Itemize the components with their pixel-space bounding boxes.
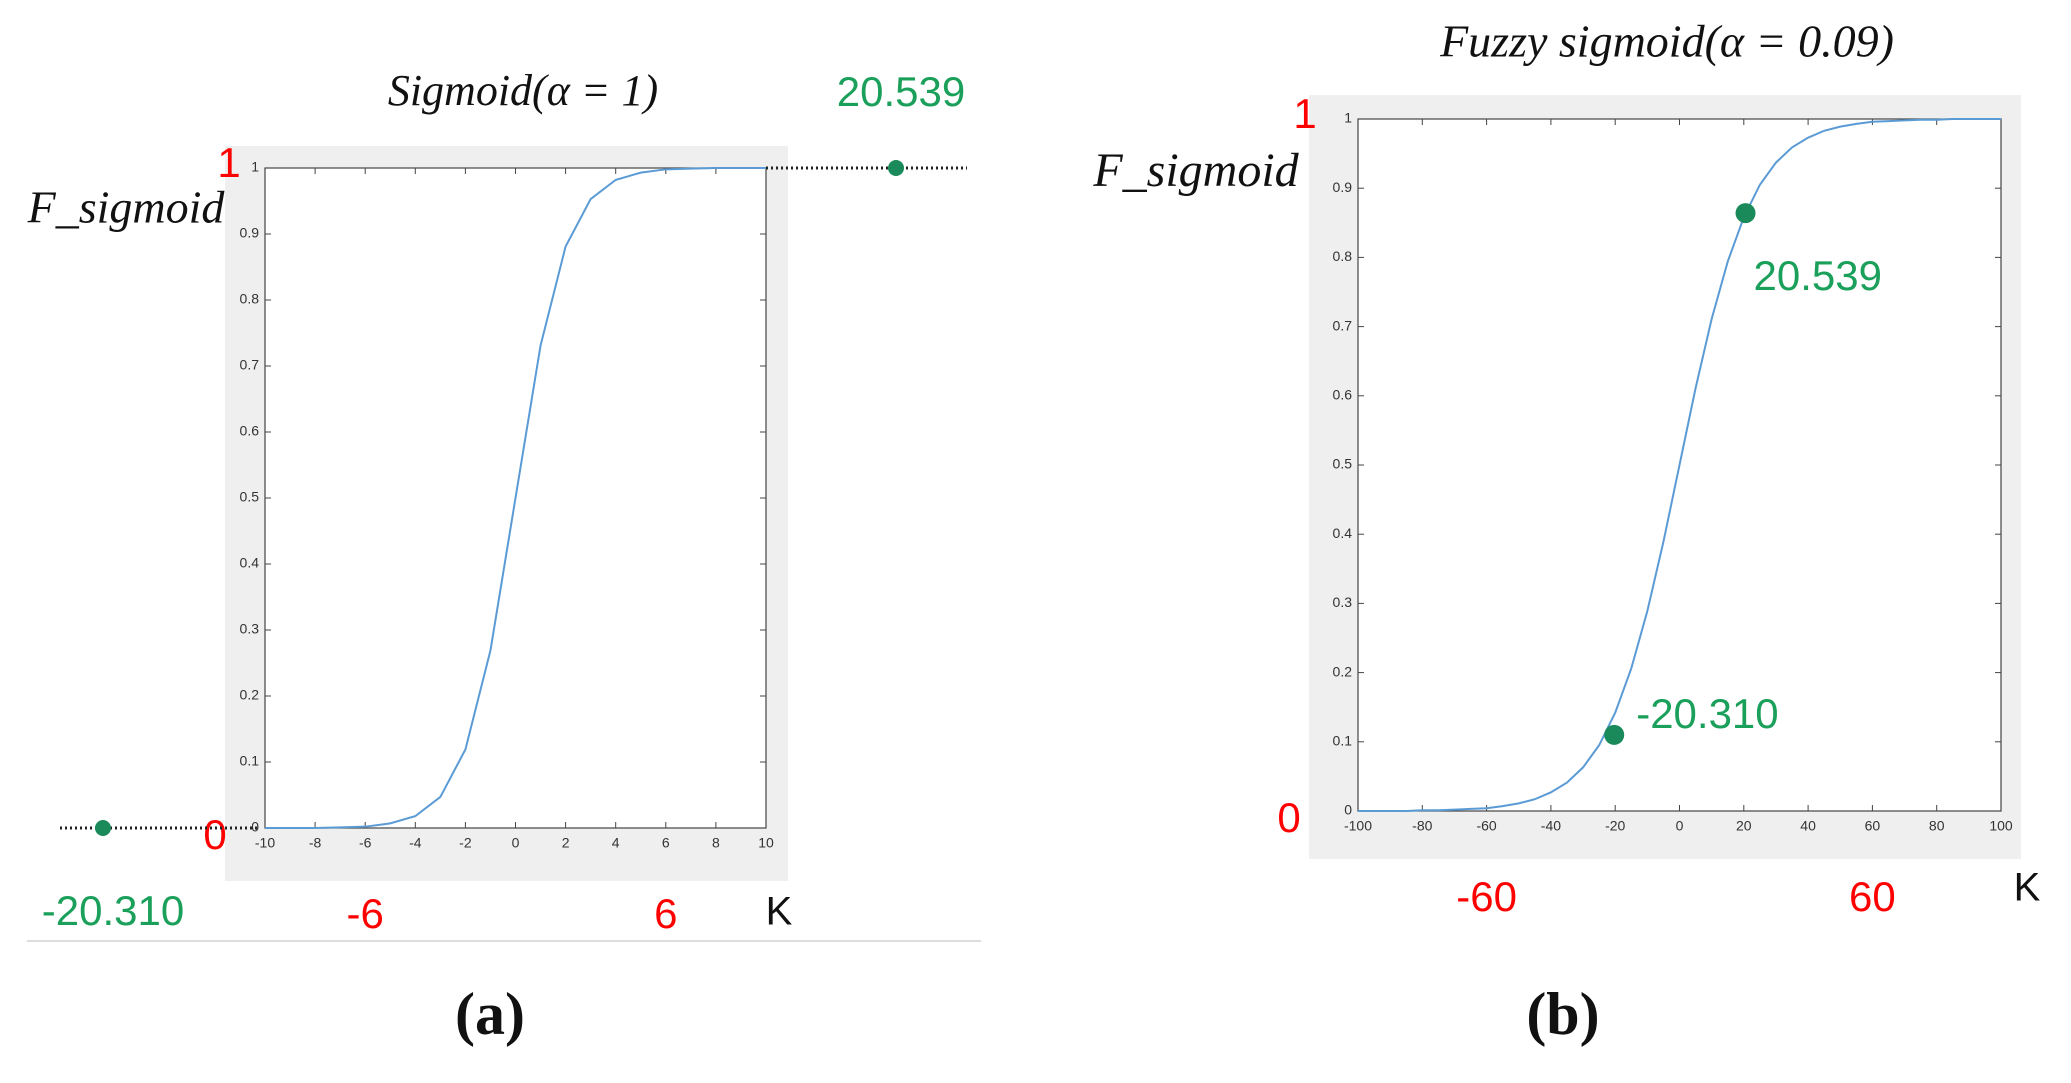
- x-tick-label: 4: [612, 835, 620, 851]
- y-tick-label: 0.9: [1333, 179, 1353, 195]
- y-axis-label: F_sigmoid: [27, 182, 226, 233]
- y-tick-label: 0.1: [240, 753, 260, 769]
- x-tick-label: 0: [1676, 818, 1684, 834]
- x-tick-label: 60: [1865, 818, 1881, 834]
- y-tick-label: 1: [1344, 110, 1352, 126]
- y-mark-label: 1: [217, 139, 240, 186]
- chart-title: Fuzzy sigmoid(α = 0.09): [1439, 16, 1894, 67]
- x-tick-label: -80: [1412, 818, 1432, 834]
- x-tick-label: 6: [662, 835, 670, 851]
- y-tick-label: 0.5: [240, 489, 260, 505]
- curve: [265, 167, 766, 829]
- y-tick-label: 0.2: [1333, 663, 1353, 679]
- y-mark-label: 0: [203, 811, 226, 858]
- x-tick-label: 0: [512, 835, 520, 851]
- x-tick-label: 8: [712, 835, 720, 851]
- point-label: -20.310: [42, 887, 184, 934]
- y-tick-label: 0.5: [1333, 456, 1353, 472]
- x-tick-label: 100: [1989, 818, 2013, 834]
- x-tick-label: -100: [1344, 818, 1372, 834]
- curve: [1358, 118, 2001, 812]
- y-tick-label: 0.4: [240, 555, 260, 571]
- x-tick-label: 2: [562, 835, 570, 851]
- x-tick-label: 80: [1929, 818, 1945, 834]
- y-tick-label: 0.8: [240, 291, 260, 307]
- y-tick-label: 0.7: [240, 357, 260, 373]
- y-tick-label: 0.3: [240, 621, 260, 637]
- x-tick-label: -20: [1605, 818, 1625, 834]
- x-axis-label: K: [2014, 866, 2041, 910]
- point: [95, 820, 111, 836]
- point-label: 20.539: [837, 68, 965, 115]
- y-tick-label: 0.6: [240, 423, 260, 439]
- y-tick-label: 0: [1344, 802, 1352, 818]
- x-tick-label: -2: [459, 835, 472, 851]
- y-tick-label: 1: [251, 159, 259, 175]
- x-tick-label: -4: [409, 835, 422, 851]
- y-axis-label: F_sigmoid: [1092, 144, 1299, 197]
- y-mark-label: 1: [1293, 90, 1316, 137]
- x-tick-label: -60: [1476, 818, 1496, 834]
- x-mark-label: 6: [654, 890, 677, 937]
- y-tick-label: 0.6: [1333, 387, 1353, 403]
- x-tick-label: -8: [309, 835, 322, 851]
- x-tick-label: -40: [1541, 818, 1561, 834]
- y-tick-label: 0.4: [1333, 525, 1353, 541]
- y-mark-label: 0: [1277, 794, 1300, 841]
- point: [1604, 724, 1625, 745]
- point-label: 20.539: [1754, 252, 1882, 299]
- y-tick-label: 0.1: [1333, 733, 1353, 749]
- point: [888, 160, 904, 176]
- x-axis-label: K: [766, 890, 793, 934]
- caption: (a): [455, 981, 525, 1047]
- y-tick-label: 0.9: [240, 225, 260, 241]
- y-tick-label: 0.8: [1333, 248, 1353, 264]
- y-tick-label: 0.2: [240, 687, 260, 703]
- x-tick-label: 40: [1800, 818, 1816, 834]
- chart-title: Sigmoid(α = 1): [388, 66, 658, 115]
- y-tick-label: 0.7: [1333, 317, 1353, 333]
- x-mark-label: -60: [1456, 873, 1517, 920]
- x-mark-label: 60: [1849, 873, 1896, 920]
- point: [1735, 203, 1756, 224]
- x-mark-label: -6: [347, 890, 384, 937]
- caption: (b): [1526, 981, 1599, 1047]
- x-tick-label: -6: [359, 835, 372, 851]
- point-label: -20.310: [1636, 690, 1778, 737]
- x-tick-label: 10: [758, 835, 774, 851]
- x-tick-label: 20: [1736, 818, 1752, 834]
- y-tick-label: 0.3: [1333, 594, 1353, 610]
- x-tick-label: -10: [255, 835, 275, 851]
